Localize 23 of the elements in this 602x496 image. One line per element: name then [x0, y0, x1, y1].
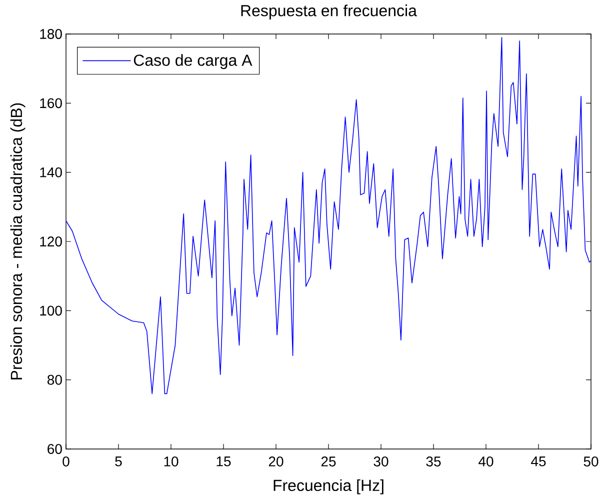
chart-title: Respuesta en frecuencia [241, 4, 417, 20]
x-tick-label: 30 [374, 456, 388, 466]
x-axis-title: Frecuencia [Hz] [274, 479, 384, 494]
y-axis-title: Presion sonora - media cuadratica (dB) [10, 103, 26, 380]
x-tick-label: 5 [115, 456, 122, 466]
x-tick-label: 15 [216, 456, 231, 466]
y-tick-label: 120 [40, 236, 62, 246]
y-tick-label: 180 [40, 29, 62, 39]
y-tick-label: 100 [40, 306, 62, 316]
line-series [66, 37, 591, 394]
x-tick-label: 35 [426, 456, 441, 466]
x-tick-label: 0 [62, 456, 70, 466]
x-tick-label: 25 [321, 456, 336, 466]
legend-label: Caso de carga A [134, 54, 252, 70]
y-tick-label: 140 [40, 167, 62, 178]
y-tick-label: 60 [48, 444, 62, 454]
y-tick-label: 160 [40, 98, 62, 108]
x-tick-label: 50 [584, 456, 598, 466]
x-tick-label: 10 [164, 456, 178, 466]
y-tick-label: 80 [48, 374, 62, 385]
x-tick-label: 20 [268, 456, 284, 466]
x-tick-label: 45 [531, 456, 546, 466]
x-tick-label: 40 [478, 456, 494, 466]
